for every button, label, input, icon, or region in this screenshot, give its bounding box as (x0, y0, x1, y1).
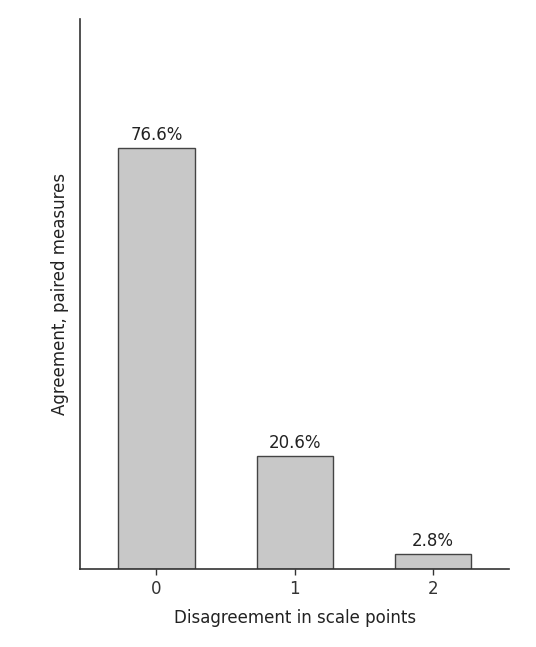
Bar (257, 456, 333, 569)
Y-axis label: Agreement, paired measures: Agreement, paired measures (51, 173, 69, 415)
Text: 76.6%: 76.6% (130, 126, 183, 144)
Bar (395, 554, 471, 569)
X-axis label: Disagreement in scale points: Disagreement in scale points (174, 609, 416, 627)
Text: 20.6%: 20.6% (269, 433, 321, 452)
Bar (118, 148, 195, 569)
Text: 2.8%: 2.8% (412, 532, 454, 549)
